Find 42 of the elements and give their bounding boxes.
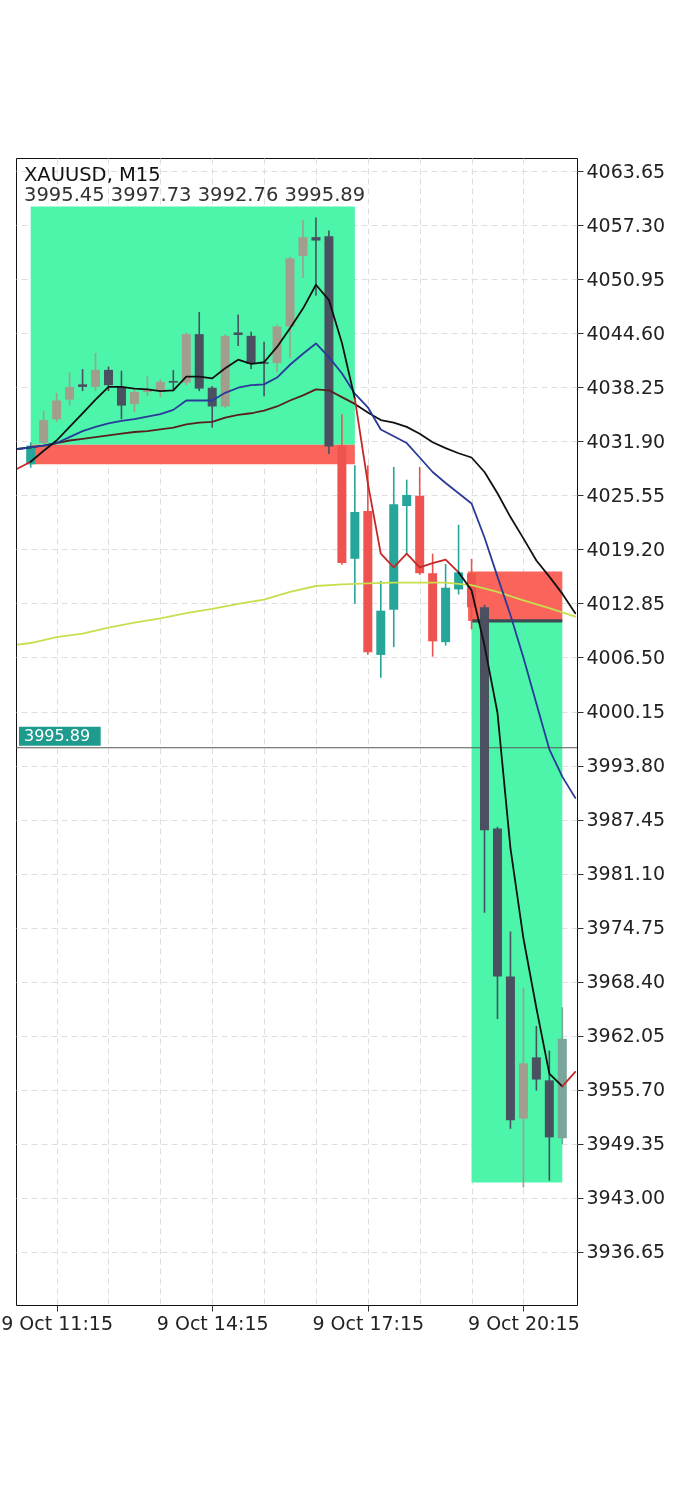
candlestick [531,1025,541,1091]
x-tick-label: 9 Oct 17:15 [312,1311,425,1334]
y-tick-label: 4044.60 [586,321,666,344]
candlestick [65,372,75,406]
y-tick-label: 3962.05 [586,1024,666,1047]
candlestick [103,366,113,392]
candlestick [311,217,321,296]
y-tick-label: 4019.20 [586,537,666,560]
y-tick-label: 4063.65 [586,159,666,182]
ref-line-label: 3995.89 [24,726,91,746]
x-tick-label: 9 Oct 20:15 [468,1311,580,1334]
candlestick [168,369,178,392]
y-tick-label: 3981.10 [586,862,666,885]
x-tick-label: 9 Oct 14:15 [156,1311,269,1334]
y-tick-label: 4050.95 [586,267,666,290]
x-tick-label: 9 Oct 11:15 [1,1311,114,1334]
candlestick [233,314,243,346]
candlestick [78,369,88,392]
candlestick [298,220,308,278]
candlestick [91,352,101,392]
y-tick-label: 3993.80 [586,754,666,777]
y-tick-label: 3968.40 [586,970,666,993]
line-series [16,342,577,799]
y-tick-label: 3974.75 [586,916,666,939]
y-tick-label: 4006.50 [586,645,666,668]
candlestick [52,392,62,422]
candlestick [129,389,139,413]
y-tick-label: 3987.45 [586,808,666,831]
y-tick-label: 4038.25 [586,375,666,398]
y-tick-label: 3943.00 [586,1186,666,1209]
y-tick-label: 4000.15 [586,700,666,722]
y-tick-label: 3936.65 [586,1240,666,1263]
y-tick-label: 4012.85 [586,591,666,614]
candlestick [39,410,49,453]
y-tick-label: 4031.90 [586,429,666,452]
y-tick-label: 4057.30 [586,213,666,236]
y-tick-label: 3949.35 [586,1132,666,1155]
candlestick [402,479,412,555]
candlestick [116,370,126,420]
line-series [29,283,356,463]
y-tick-label: 3955.70 [586,1078,666,1101]
y-tick-label: 4025.55 [586,483,666,506]
